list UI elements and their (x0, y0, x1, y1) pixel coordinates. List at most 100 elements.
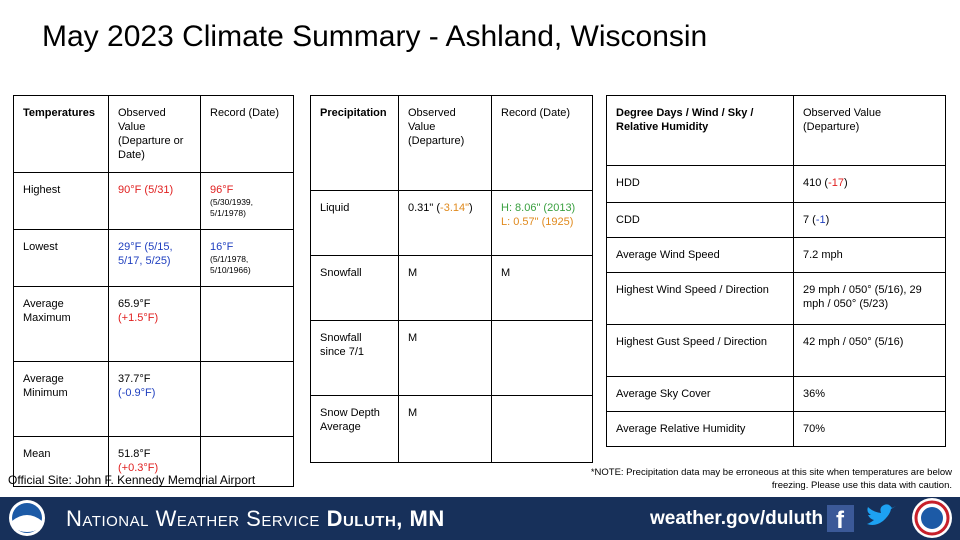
table: Precipitation Observed Value (Departure) R… (310, 95, 593, 463)
cell-text: ) (825, 214, 830, 226)
table-cell (200, 436, 294, 487)
table-cell: H: 8.06" (2013) L: 0.57" (1925) (491, 190, 593, 256)
header-cell: Degree Days / Wind / Sky / Relative Humi… (606, 95, 794, 166)
cell-text: Average Wind Speed (616, 249, 720, 261)
table-row: CDD 7 (-1) (606, 202, 946, 238)
footer: f National Weather Service Duluth, MN we… (0, 497, 960, 540)
cell-text: Lowest (23, 241, 58, 253)
table-row: Snowfall since 7/1 M (310, 320, 593, 396)
cell-text: 70% (803, 423, 826, 435)
cell-text: Temperatures (23, 107, 95, 119)
table-cell: M (398, 320, 492, 396)
table-cell: 16°F (5/1/1978, 5/10/1966) (200, 229, 294, 287)
table-cell: 90°F (5/31) (108, 172, 201, 230)
table-row: Average Relative Humidity 70% (606, 411, 946, 447)
table-cell: Snow Depth Average (310, 395, 399, 463)
table-cell: Highest (13, 172, 109, 230)
cell-text: 7.2 mph (803, 249, 843, 261)
table-cell: 36% (793, 376, 946, 412)
cell-text: (+1.5°F) (118, 312, 159, 324)
cell-text: Liquid (320, 202, 350, 214)
table-cell: 37.7°F (-0.9°F) (108, 361, 201, 437)
cell-text: Average Maximum (23, 298, 71, 324)
table-cell: Average Wind Speed (606, 237, 794, 273)
facebook-letter: f (836, 507, 845, 534)
cell-text: Record (Date) (210, 107, 280, 119)
title: May 2023 Climate Summary - Ashland, Wisc… (42, 20, 708, 53)
table-row: Average Minimum 37.7°F (-0.9°F) (13, 361, 294, 437)
cell-text: H: 8.06" (2013) (501, 202, 576, 214)
table-row: Mean 51.8°F (+0.3°F) (13, 436, 294, 487)
cell-text: M (408, 407, 418, 419)
cell-text: M (501, 267, 511, 279)
cell-text: 410 ( (803, 177, 829, 189)
table: Temperatures Observed Value (Departure or… (13, 95, 294, 487)
header-cell: Temperatures (13, 95, 109, 173)
cell-text: M (408, 332, 418, 344)
cell-text: Highest Gust Speed / Direction (616, 336, 768, 348)
cell-text: Observed Value (Departure) (408, 107, 465, 147)
table-row: Average Sky Cover 36% (606, 376, 946, 412)
cell-text: 37.7°F (118, 373, 151, 385)
cell-text: (5/1/1978, 5/10/1966) (210, 254, 251, 275)
cell-text: Snowfall since 7/1 (320, 332, 365, 358)
table-cell: Snowfall (310, 255, 399, 321)
table-cell: 42 mph / 050° (5/16) (793, 324, 946, 377)
table-row: Highest Wind Speed / Direction 29 mph / 0… (606, 272, 946, 325)
table-cell: 7 (-1) (793, 202, 946, 238)
cell-text: Highest (23, 184, 61, 196)
cell-text: 7 ( (803, 214, 816, 226)
table-row: Average Maximum 65.9°F (+1.5°F) (13, 286, 294, 362)
noaa-logo-bird (12, 515, 42, 532)
header-cell: Observed Value (Departure) (793, 95, 946, 166)
url[interactable]: weather.gov/duluth (650, 508, 824, 529)
cell-text: Precipitation (320, 107, 387, 119)
table-cell: 65.9°F (+1.5°F) (108, 286, 201, 362)
header-cell: Precipitation (310, 95, 399, 191)
header-row: Degree Days / Wind / Sky / Relative Humi… (606, 95, 946, 166)
cell-text: -1 (815, 214, 826, 226)
cell-text: 90°F (5/31) (118, 184, 174, 196)
table-cell: 51.8°F (+0.3°F) (108, 436, 201, 487)
cell-text: (+0.3°F) (118, 462, 159, 474)
table-row: Liquid 0.31" (-3.14") H: 8.06" (2013) L: 0.… (310, 190, 593, 256)
cell-text: Degree Days / Wind / Sky / Relative Humi… (616, 107, 754, 133)
table-cell: 0.31" (-3.14") (398, 190, 492, 256)
cell-text: CDD (616, 214, 640, 226)
cell-text: 36% (803, 388, 826, 400)
cell-text: Snowfall (320, 267, 362, 279)
table-row: Average Wind Speed 7.2 mph (606, 237, 946, 273)
table-cell (200, 286, 294, 362)
table-cell: HDD (606, 165, 794, 203)
facebook-icon[interactable] (827, 505, 854, 532)
table-cell (491, 320, 593, 396)
cell-text: 65.9°F (118, 298, 151, 310)
table-cell: Highest Wind Speed / Direction (606, 272, 794, 325)
table: Degree Days / Wind / Sky / Relative Humi… (606, 95, 946, 447)
cell-text: Record (Date) (501, 107, 571, 119)
caution-note: *NOTE: Precipitation data may be erroneo… (590, 467, 952, 491)
cell-text: 0.31" ( (408, 202, 441, 214)
cell-text: Average Minimum (23, 373, 68, 399)
cell-text: Snow Depth Average (320, 407, 380, 433)
table-row: HDD 410 (-17) (606, 165, 946, 203)
table-cell: Average Relative Humidity (606, 411, 794, 447)
nws-logo-inner (921, 507, 943, 529)
twitter-icon[interactable] (867, 504, 896, 525)
cell-text: Observed Value (Departure) (803, 107, 882, 133)
table-cell: Average Minimum (13, 361, 109, 437)
office: Duluth, MN (326, 506, 445, 531)
header-row: Precipitation Observed Value (Departure) R… (310, 95, 593, 191)
table-cell: Liquid (310, 190, 399, 256)
cell-text: L: 0.57" (1925) (501, 216, 574, 228)
table-cell (200, 361, 294, 437)
cell-text: Observed Value (Departure or Date) (118, 107, 184, 161)
cell-text: (-0.9°F) (118, 387, 156, 399)
header-cell: Record (Date) (200, 95, 294, 173)
cell-text: 16°F (210, 241, 234, 253)
cell-text: 29°F (5/15, 5/17, 5/25) (118, 241, 173, 267)
table-cell: Average Sky Cover (606, 376, 794, 412)
table-cell: Snowfall since 7/1 (310, 320, 399, 396)
header-cell: Observed Value (Departure) (398, 95, 492, 191)
